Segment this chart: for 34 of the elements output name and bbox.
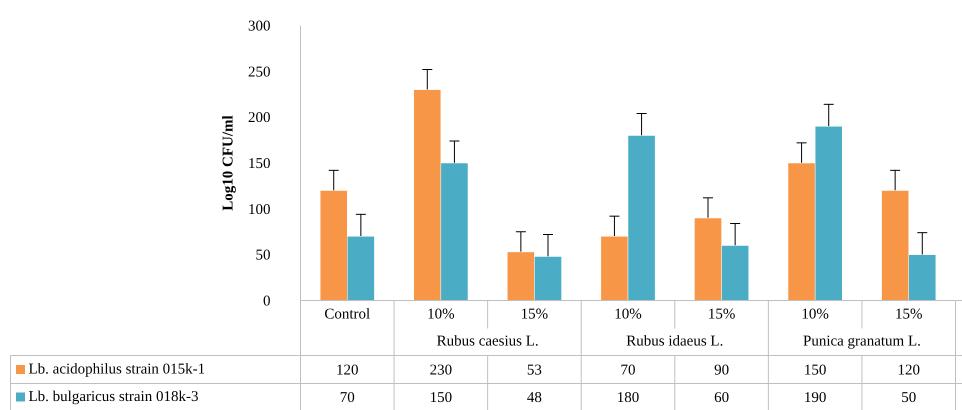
legend-label: Lb. acidophilus strain 015k-1: [28, 362, 206, 378]
y-tick-label: 250: [248, 64, 270, 80]
data-label: 70: [340, 390, 355, 406]
y-tick-label: 100: [248, 202, 270, 218]
data-label: 230: [430, 362, 452, 378]
data-label: 90: [714, 362, 730, 378]
data-label: 70: [620, 362, 636, 378]
y-tick-label: 50: [256, 248, 270, 264]
data-label: 60: [714, 390, 730, 406]
text: Rubus caesius L.: [436, 334, 539, 350]
x-tick-label: 10%: [801, 306, 829, 322]
data-label: 50: [901, 390, 916, 406]
text: Punica granatum L.: [802, 334, 921, 350]
y-tick-label: 300: [248, 18, 270, 34]
y-tick-label: 150: [248, 156, 270, 172]
data-label: 150: [430, 390, 452, 406]
data-label: 190: [804, 390, 826, 406]
data-label: 48: [526, 390, 542, 406]
x-tick-label: Control: [324, 306, 370, 322]
y-tick-label: 200: [248, 110, 270, 126]
x-tick-label: 15%: [520, 306, 548, 322]
data-label: 120: [336, 362, 359, 378]
legend-label: Lb. bulgaricus strain 018k-3: [28, 389, 198, 405]
x-tick-label: 15%: [894, 306, 922, 322]
data-label: 150: [804, 362, 826, 378]
y-axis-title: Log10 CFU/ml: [220, 115, 236, 211]
data-label: 53: [526, 362, 542, 378]
data-label: 120: [897, 362, 920, 378]
x-tick-label: 10%: [614, 306, 642, 322]
text: Rubus idaeus L.: [626, 334, 724, 350]
data-label: 180: [616, 390, 640, 406]
y-tick-label: 0: [263, 294, 270, 310]
x-tick-label: 10%: [427, 306, 455, 322]
x-tick-label: 15%: [708, 306, 736, 322]
